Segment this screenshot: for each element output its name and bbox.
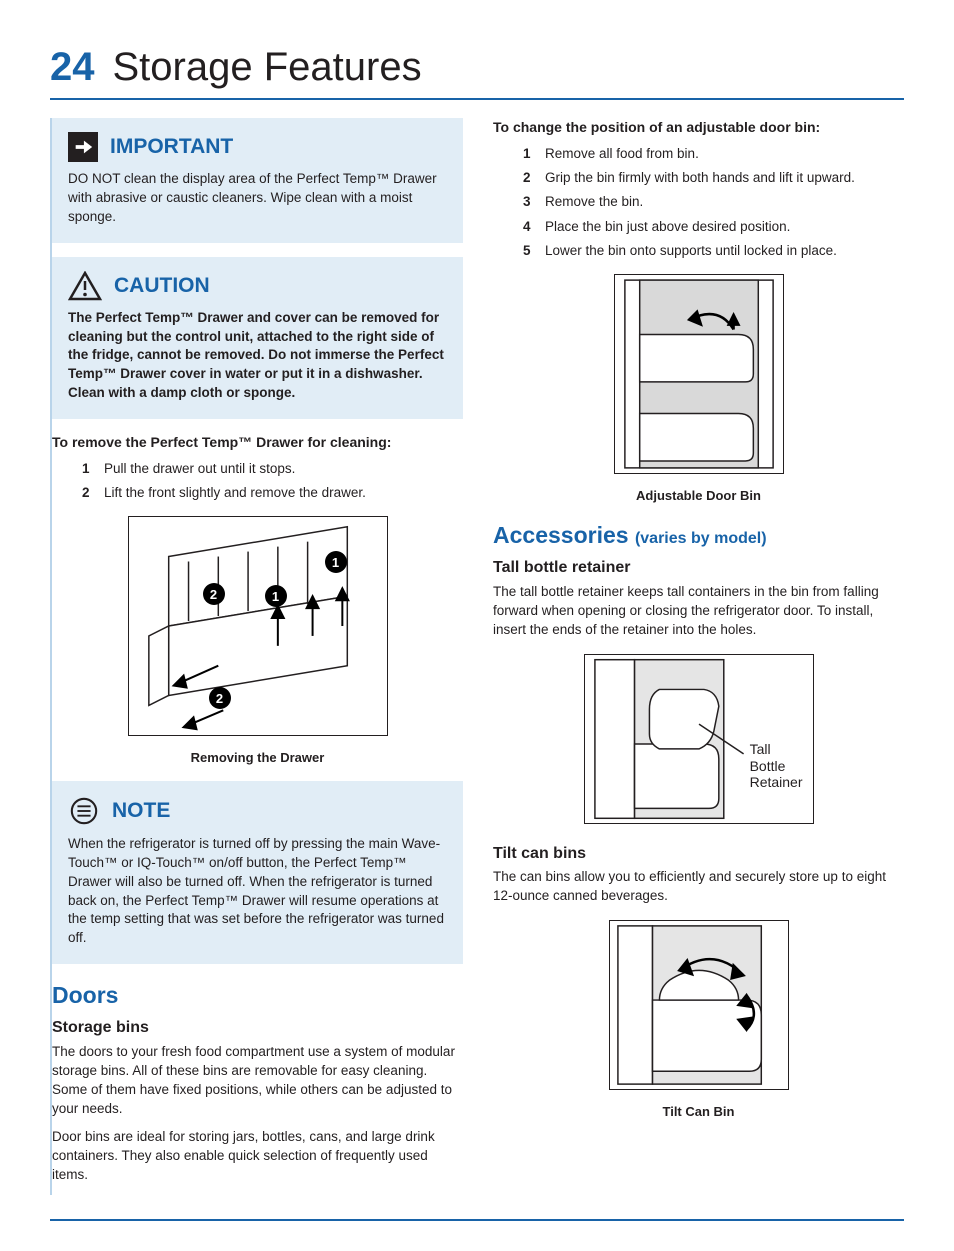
note-body: When the refrigerator is turned off by p… (68, 835, 447, 948)
doorbin-caption: Adjustable Door Bin (493, 487, 904, 505)
caution-body: The Perfect Temp™ Drawer and cover can b… (68, 309, 447, 403)
step-text: Grip the bin firmly with both hands and … (545, 170, 855, 185)
step-text: Pull the drawer out until it stops. (104, 461, 295, 476)
remove-drawer-heading: To remove the Perfect Temp™ Drawer for c… (52, 433, 463, 452)
warning-icon (68, 271, 102, 301)
doorbin-heading: To change the position of an adjustable … (493, 118, 904, 137)
page-number: 24 (50, 40, 95, 94)
note-callout: NOTE When the refrigerator is turned off… (52, 781, 463, 964)
tilt-can-heading: Tilt can bins (493, 843, 904, 865)
doorbin-steps: 1Remove all food from bin. 2Grip the bin… (493, 145, 904, 260)
storage-bins-heading: Storage bins (52, 1017, 463, 1039)
note-icon (68, 795, 100, 827)
important-label: IMPORTANT (110, 133, 233, 161)
important-body: DO NOT clean the display area of the Per… (68, 170, 447, 227)
bottle-retainer-heading: Tall bottle retainer (493, 557, 904, 579)
step-text: Lower the bin onto supports until locked… (545, 243, 837, 258)
doors-p1: The doors to your fresh food compartment… (52, 1043, 463, 1119)
bottle-label: Tall Bottle Retainer (750, 741, 803, 791)
doors-heading: Doors (52, 980, 463, 1011)
page-title: Storage Features (113, 40, 422, 94)
tilt-caption: Tilt Can Bin (493, 1103, 904, 1121)
arrow-right-icon (68, 132, 98, 162)
drawer-caption: Removing the Drawer (52, 749, 463, 767)
caution-callout: CAUTION The Perfect Temp™ Drawer and cov… (52, 257, 463, 419)
doorbin-figure: Adjustable Door Bin (493, 274, 904, 504)
page-header: 24 Storage Features (50, 40, 904, 100)
step-text: Remove all food from bin. (545, 146, 699, 161)
drawer-figure: 1 1 2 2 Removing the Drawer (52, 516, 463, 766)
footer-rule (50, 1219, 904, 1221)
caution-label: CAUTION (114, 272, 210, 300)
accessories-heading-text: Accessories (493, 522, 629, 548)
remove-drawer-steps: 1Pull the drawer out until it stops. 2Li… (52, 460, 463, 502)
accessories-sub: (varies by model) (635, 530, 767, 547)
note-label: NOTE (112, 797, 170, 825)
step-text: Place the bin just above desired positio… (545, 219, 790, 234)
accessories-heading: Accessories (varies by model) (493, 520, 904, 551)
doors-p2: Door bins are ideal for storing jars, bo… (52, 1128, 463, 1185)
step-text: Lift the front slightly and remove the d… (104, 485, 366, 500)
bottle-retainer-body: The tall bottle retainer keeps tall cont… (493, 583, 904, 640)
tilt-figure: Tilt Can Bin (493, 920, 904, 1120)
tilt-can-body: The can bins allow you to efficiently an… (493, 868, 904, 906)
important-callout: IMPORTANT DO NOT clean the display area … (52, 118, 463, 243)
bottle-figure: Tall Bottle Retainer (493, 654, 904, 829)
step-text: Remove the bin. (545, 194, 643, 209)
